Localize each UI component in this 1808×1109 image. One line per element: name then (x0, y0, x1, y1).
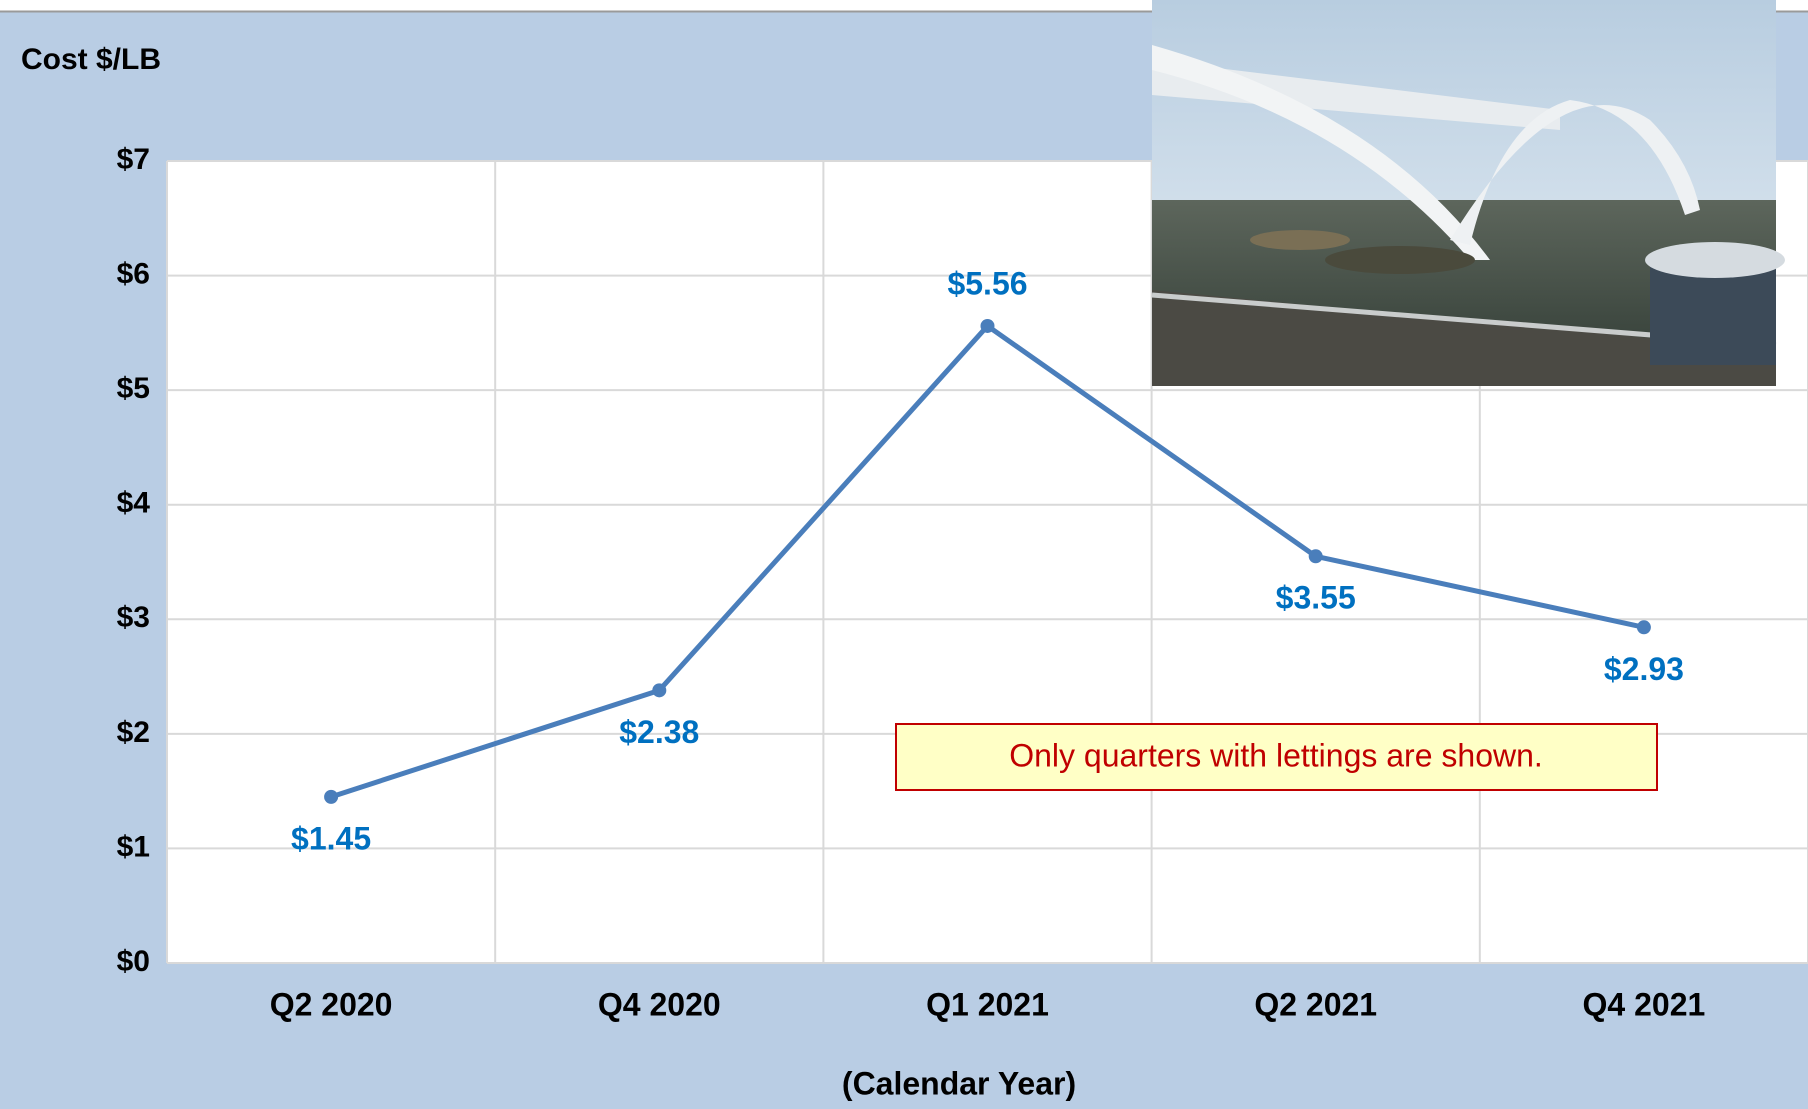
point (652, 683, 667, 698)
data-label: $1.45 (291, 820, 371, 856)
data-label: $5.56 (947, 265, 1027, 301)
data-label: $2.38 (619, 714, 699, 750)
point (1636, 620, 1651, 635)
y-tick-label: $7 (117, 143, 150, 176)
x-tick-label: Q2 2021 (1254, 986, 1377, 1022)
marks: $1.45 $2.38 $5.56 $3.55 $2.93 (291, 265, 1684, 856)
y-tick-label: $2 (117, 716, 150, 749)
x-tick-label: Q2 2020 (270, 986, 393, 1022)
x-tick-label: Q4 2021 (1583, 986, 1706, 1022)
data-label: $2.93 (1604, 651, 1684, 687)
y-tick-label: $5 (117, 372, 150, 405)
x-tick-label: Q4 2020 (598, 986, 721, 1022)
y-axis-title: Cost $/LB (21, 43, 161, 76)
x-axis-title: (Calendar Year) (842, 1065, 1076, 1101)
y-tick-label: $6 (117, 257, 150, 290)
x-tick-label: Q1 2021 (926, 986, 1049, 1022)
annotation-text: Only quarters with lettings are shown. (1009, 737, 1543, 773)
top-strip (0, 0, 1808, 11)
y-tick-label: $0 (117, 945, 150, 978)
point (1308, 549, 1323, 564)
annotation-box (895, 723, 1658, 791)
data-label: $3.55 (1276, 580, 1356, 616)
y-tick-label: $1 (117, 830, 150, 863)
photo (1151, 0, 1785, 386)
point (980, 318, 995, 333)
y-tick-label: $3 (117, 601, 150, 634)
point (324, 789, 339, 804)
y-tick-label: $4 (117, 487, 151, 520)
annotation: Only quarters with lettings are shown. (895, 723, 1658, 791)
